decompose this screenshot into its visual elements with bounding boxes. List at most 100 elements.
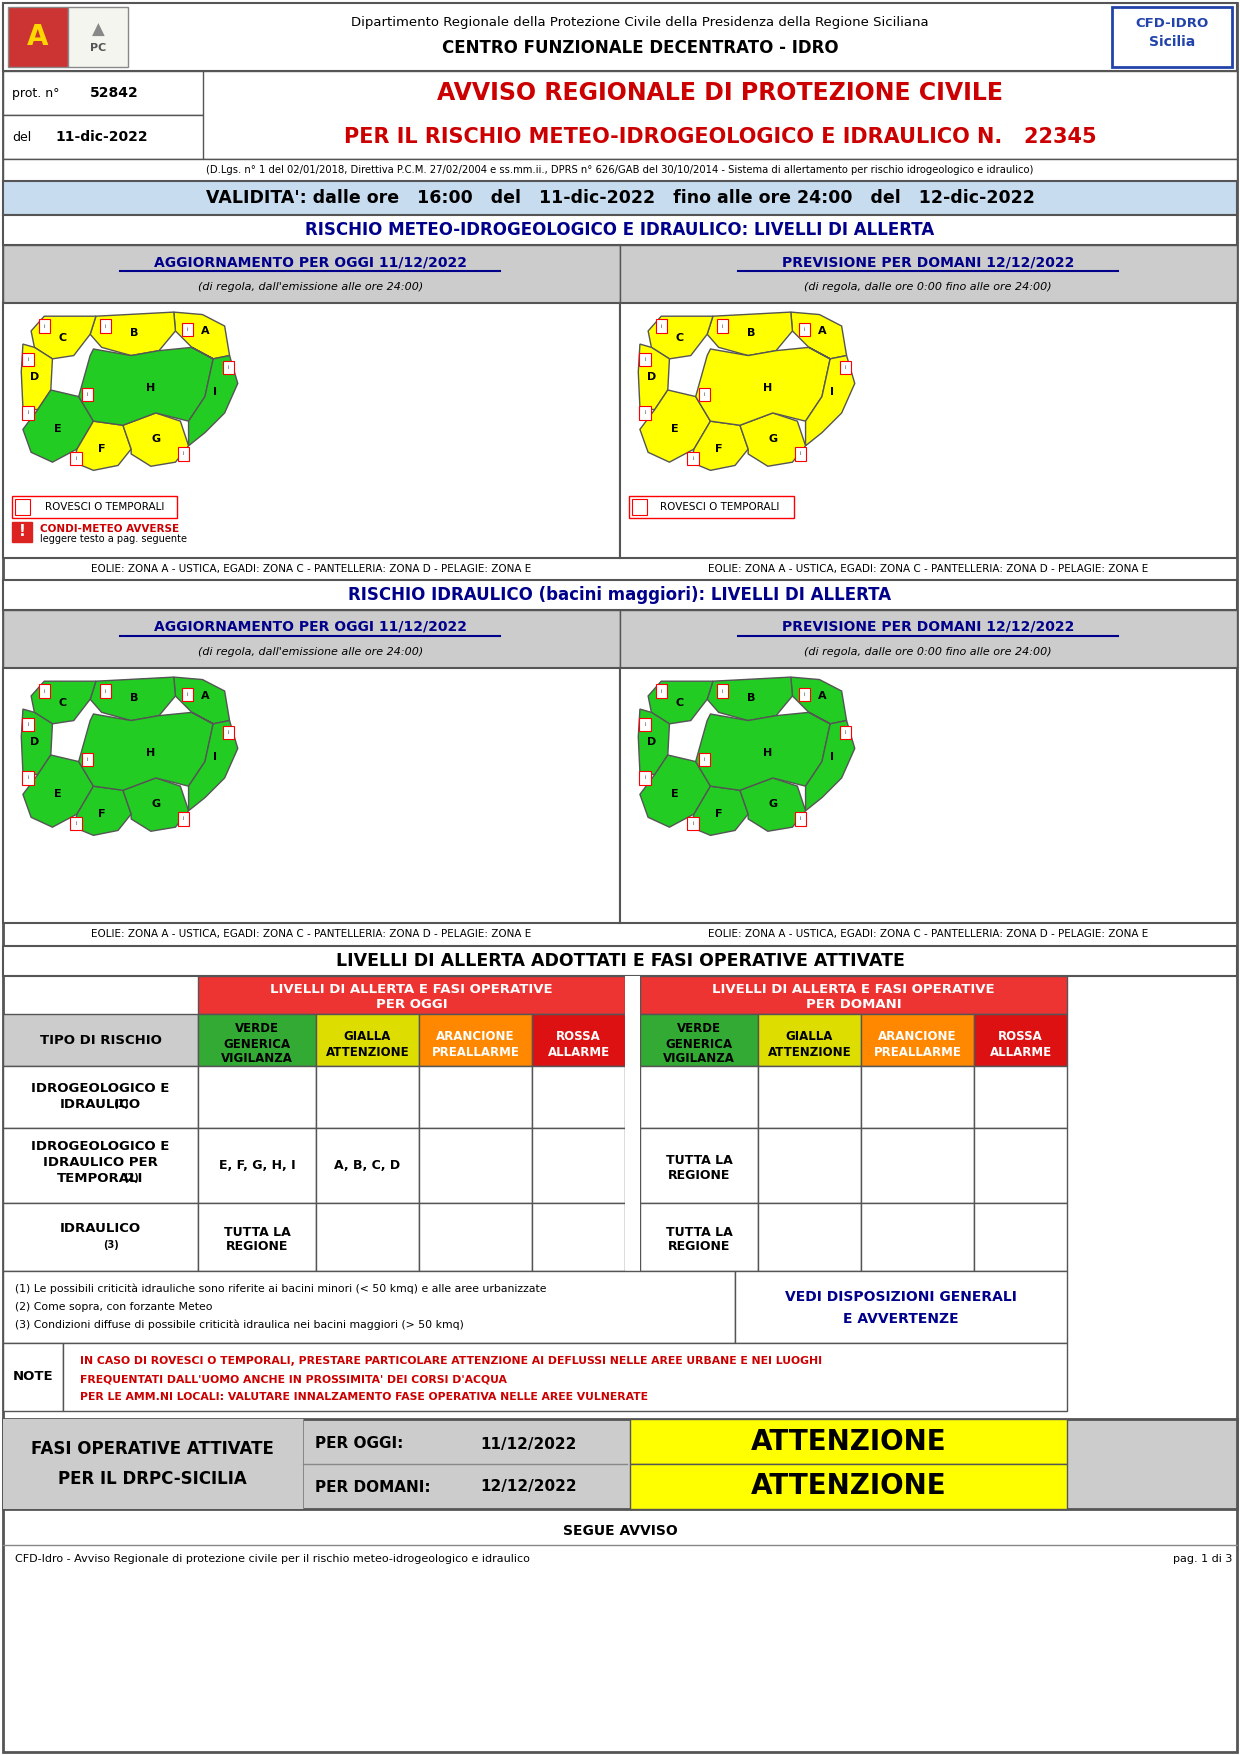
Text: i: i (644, 411, 646, 416)
Bar (2, 160, 1238, 181)
Text: I: I (830, 753, 833, 762)
Text: ROSSA: ROSSA (998, 1030, 1043, 1042)
Text: GIALLA: GIALLA (343, 1030, 391, 1042)
Text: i: i (187, 691, 188, 697)
Text: LIVELLI DI ALLERTA ADOTTATI E FASI OPERATIVE ATTIVATE: LIVELLI DI ALLERTA ADOTTATI E FASI OPERA… (336, 951, 904, 971)
Text: GIALLA: GIALLA (786, 1030, 833, 1042)
Text: E: E (53, 790, 61, 799)
Bar (799, 323, 811, 335)
Bar (699, 753, 711, 767)
Text: LIVELLI DI ALLERTA E FASI OPERATIVE: LIVELLI DI ALLERTA E FASI OPERATIVE (712, 983, 994, 995)
Text: RISCHIO IDRAULICO (bacini maggiori): LIVELLI DI ALLERTA: RISCHIO IDRAULICO (bacini maggiori): LIV… (348, 586, 892, 604)
Text: ATTENZIONE: ATTENZIONE (750, 1427, 946, 1455)
Bar (71, 451, 82, 465)
Bar (1112, 7, 1233, 67)
Text: prot. n°: prot. n° (12, 86, 60, 100)
Bar (687, 816, 699, 830)
Text: ARANCIONE: ARANCIONE (878, 1030, 957, 1042)
Bar (620, 669, 1238, 923)
Text: G: G (151, 799, 160, 809)
Text: VERDE: VERDE (677, 1021, 720, 1034)
Text: A: A (27, 23, 48, 51)
Text: VIGILANZA: VIGILANZA (663, 1053, 735, 1065)
Text: PER OGGI: PER OGGI (376, 997, 448, 1011)
Bar (63, 1343, 1066, 1411)
Bar (795, 448, 806, 460)
Polygon shape (91, 312, 175, 356)
Text: A: A (201, 691, 210, 700)
Text: 52842: 52842 (91, 86, 139, 100)
Bar (620, 246, 1238, 304)
Bar (223, 362, 234, 374)
Text: i: i (644, 358, 646, 362)
Text: i: i (76, 821, 77, 825)
Bar (640, 1202, 758, 1271)
Text: i: i (692, 456, 694, 460)
Bar (758, 1202, 861, 1271)
Bar (758, 1128, 861, 1202)
Bar (699, 388, 711, 402)
Bar (758, 1065, 861, 1128)
Bar (639, 772, 651, 784)
Text: PER DOMANI: PER DOMANI (806, 997, 901, 1011)
Text: G: G (769, 799, 777, 809)
Text: (3): (3) (103, 1241, 118, 1250)
Polygon shape (174, 312, 229, 358)
Text: FASI OPERATIVE ATTIVATE: FASI OPERATIVE ATTIVATE (31, 1441, 274, 1458)
Bar (2, 4, 1238, 70)
Text: G: G (769, 433, 777, 444)
Text: i: i (644, 721, 646, 727)
Bar (82, 388, 93, 402)
Text: i: i (722, 323, 723, 328)
Bar (316, 1065, 419, 1128)
Text: CFD-Idro - Avviso Regionale di protezione civile per il rischio meteo-idrogeolog: CFD-Idro - Avviso Regionale di protezion… (15, 1553, 529, 1564)
Text: i: i (804, 326, 806, 332)
Bar (532, 1065, 625, 1128)
Bar (532, 1128, 625, 1202)
Polygon shape (791, 677, 847, 723)
Text: I: I (213, 753, 217, 762)
Text: leggere testo a pag. seguente: leggere testo a pag. seguente (40, 534, 187, 544)
Bar (198, 1128, 316, 1202)
Bar (735, 1271, 1066, 1343)
Text: ROVESCI O TEMPORALI: ROVESCI O TEMPORALI (661, 502, 780, 512)
Text: PREALLARME: PREALLARME (432, 1046, 520, 1058)
Bar (639, 407, 651, 419)
Bar (640, 1065, 758, 1128)
Text: i: i (644, 776, 646, 781)
Text: E AVVERTENZE: E AVVERTENZE (843, 1313, 959, 1327)
Text: pag. 1 di 3: pag. 1 di 3 (1173, 1553, 1233, 1564)
Text: RISCHIO METEO-IDROGEOLOGICO E IDRAULICO: LIVELLI DI ALLERTA: RISCHIO METEO-IDROGEOLOGICO E IDRAULICO:… (305, 221, 935, 239)
Bar (620, 304, 1238, 558)
Polygon shape (73, 421, 131, 470)
Bar (198, 1065, 316, 1128)
Bar (640, 1014, 758, 1065)
Text: i: i (87, 758, 88, 762)
Polygon shape (73, 786, 131, 835)
Text: ARANCIONE: ARANCIONE (436, 1030, 515, 1042)
Bar (22, 353, 33, 367)
Bar (717, 684, 728, 697)
Text: TUTTA LA: TUTTA LA (223, 1225, 290, 1239)
Text: A: A (817, 326, 826, 335)
Bar (2, 1128, 198, 1202)
Polygon shape (21, 344, 52, 409)
Text: NOTE: NOTE (12, 1371, 53, 1383)
Text: i: i (661, 323, 662, 328)
Polygon shape (691, 421, 748, 470)
Bar (656, 319, 667, 333)
Polygon shape (31, 681, 95, 723)
Text: C: C (676, 697, 683, 707)
Bar (532, 1014, 625, 1065)
Bar (839, 362, 852, 374)
Polygon shape (649, 681, 713, 723)
Bar (22, 772, 33, 784)
Bar (2, 116, 203, 160)
Text: ROVESCI O TEMPORALI: ROVESCI O TEMPORALI (46, 502, 165, 512)
Bar (2, 1420, 303, 1509)
Polygon shape (640, 755, 711, 827)
Polygon shape (691, 786, 748, 835)
Text: REGIONE: REGIONE (668, 1241, 730, 1253)
Bar (38, 319, 50, 333)
Polygon shape (740, 777, 806, 832)
